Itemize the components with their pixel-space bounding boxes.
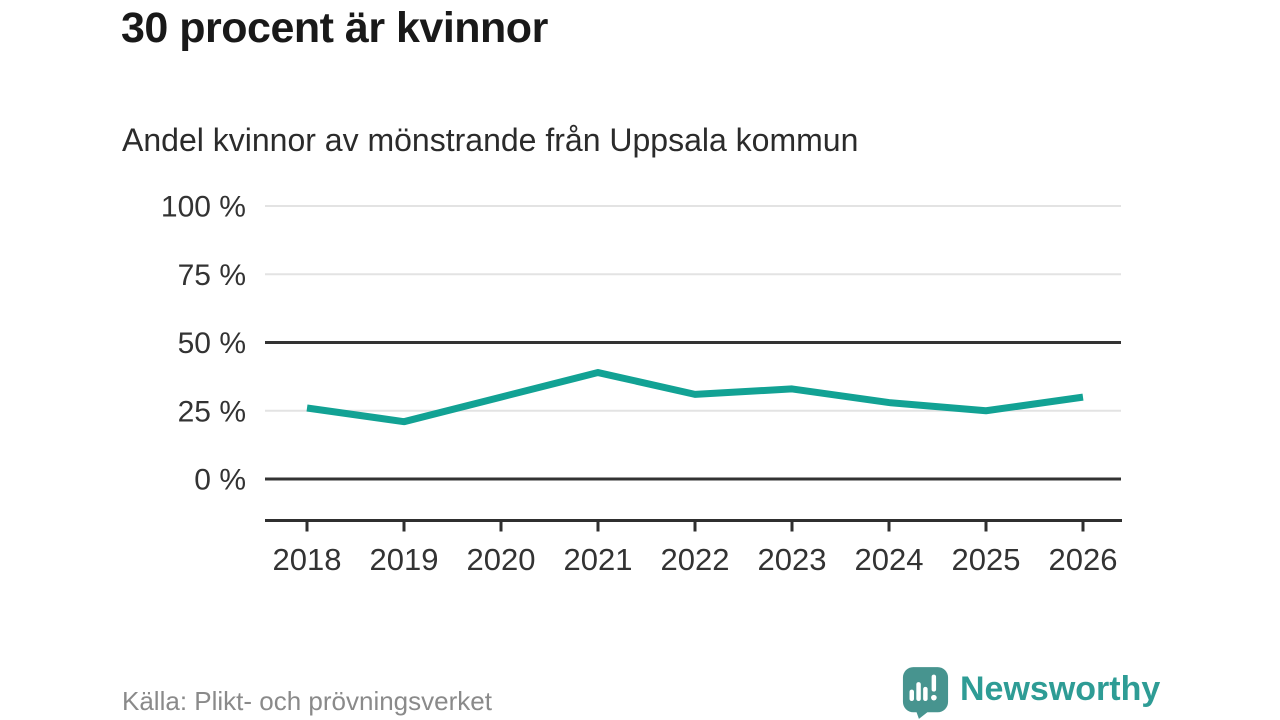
logo-bar-tall [916,682,921,701]
x-axis-tick-label: 2018 [273,542,342,577]
x-axis-tick-label: 2024 [855,542,924,577]
source-attribution: Källa: Plikt- och prövningsverket [122,686,492,716]
y-axis-tick-label: 75 % [178,259,246,292]
x-axis-tick-label: 2023 [758,542,827,577]
x-axis-tick-label: 2026 [1049,542,1118,577]
x-axis-tick-label: 2025 [952,542,1021,577]
newsworthy-brand: Newsworthy [902,666,1160,719]
brand-wordmark: Newsworthy [960,670,1161,708]
y-axis-tick-label: 25 % [178,395,246,428]
logo-bar-short [909,689,914,701]
x-axis-tick-label: 2019 [370,542,439,577]
x-axis-tick-label: 2021 [564,542,633,577]
data-line-andel-kvinnor [306,369,1084,426]
y-axis-tick-label: 0 % [194,464,246,497]
y-axis-tick-label: 100 % [161,191,246,224]
logo-exclamation-bar [931,674,937,692]
newsworthy-logo-icon [902,667,949,719]
chart-subtitle: Andel kvinnor av mönstrande från Uppsala… [122,122,859,158]
logo-exclamation-dot [931,694,937,701]
line-chart: 0 % 25 % 50 % 75 % 100 % 2018 2019 2020 2021 2022… [161,191,1122,577]
chart-title: 30 procent är kvinnor [121,4,548,52]
logo-bar-medium [923,686,928,701]
x-axis-tick-label: 2022 [661,542,730,577]
x-axis-tick-label: 2020 [467,542,536,577]
y-axis-tick-label: 50 % [178,327,246,360]
